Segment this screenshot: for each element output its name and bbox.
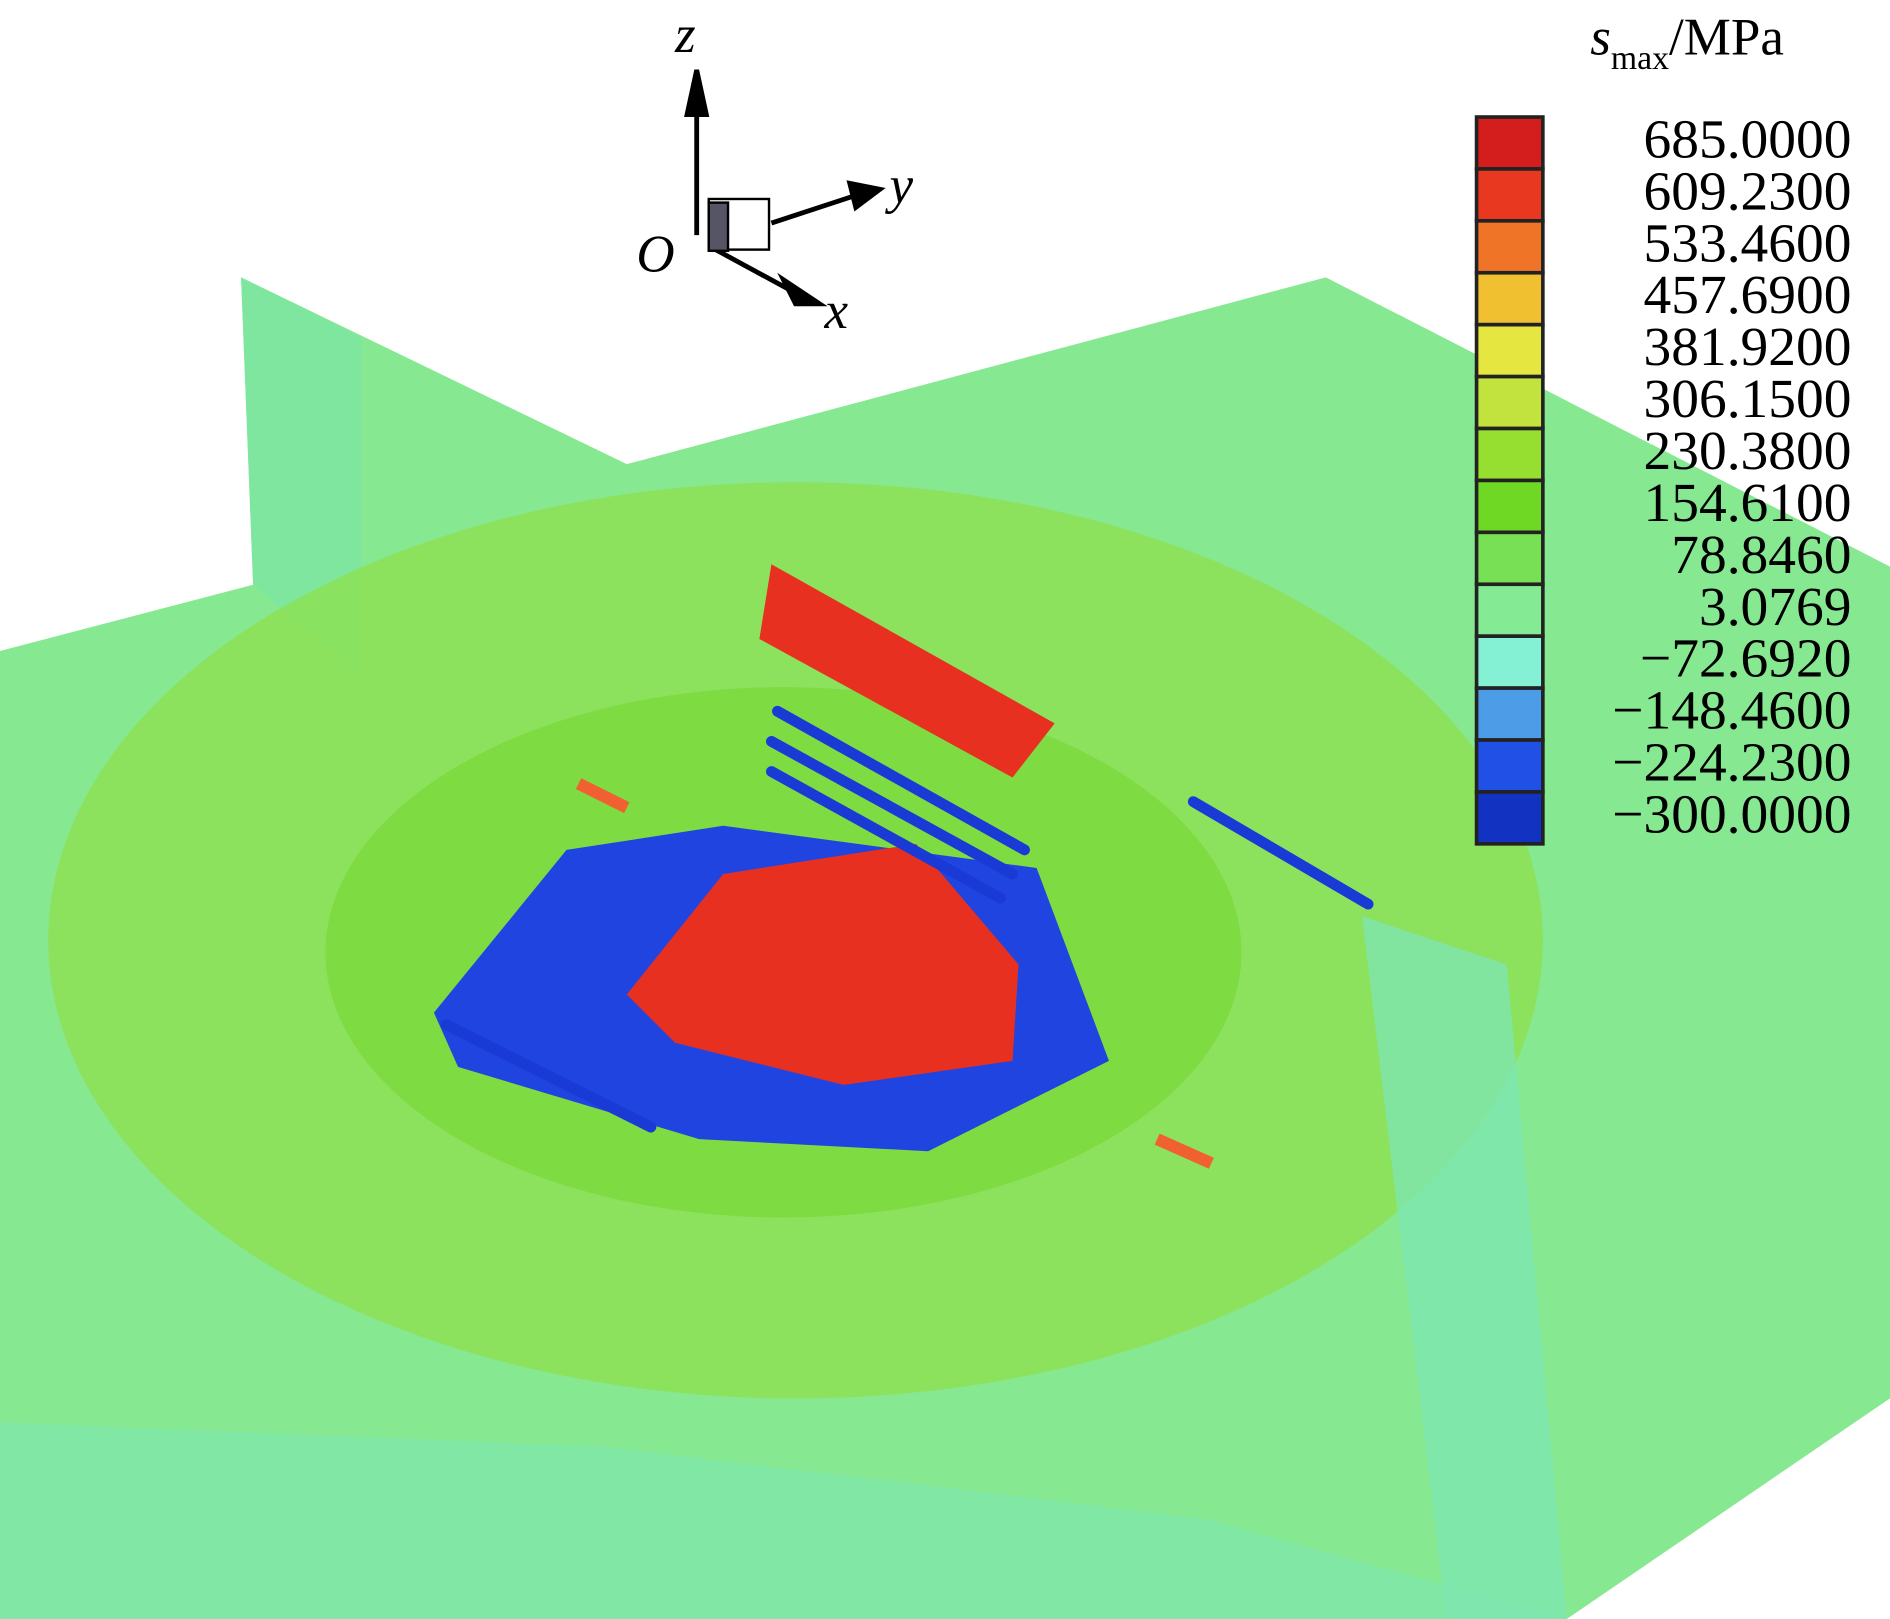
bar	[1187, 796, 1374, 910]
level-label: −72.6920	[1640, 628, 1851, 689]
color-band	[1474, 790, 1545, 846]
level-label: 230.3800	[1644, 420, 1852, 481]
color-band	[1474, 582, 1545, 638]
level-label: 609.2300	[1644, 160, 1852, 221]
bar	[440, 1019, 657, 1133]
level-label: −300.0000	[1612, 783, 1851, 844]
level-label: 457.6900	[1644, 264, 1852, 325]
color-band	[1474, 167, 1545, 223]
y-axis	[770, 193, 857, 226]
right-ridge	[1362, 916, 1567, 1619]
axis-triad	[684, 69, 886, 307]
level-label: 78.8460	[1671, 524, 1851, 585]
hot-spot	[575, 778, 630, 814]
color-band	[1474, 478, 1545, 535]
color-band	[1474, 738, 1545, 794]
arrow-head	[684, 69, 710, 118]
axis-label: O	[636, 225, 674, 283]
unit: /MPa	[1669, 8, 1784, 66]
level-label: 3.0769	[1699, 576, 1851, 637]
colorbar: 685.0000609.2300533.4600457.6900381.9200…	[1474, 108, 1852, 846]
color-band	[1474, 115, 1545, 171]
x-axis	[710, 245, 797, 296]
level-label: −224.2300	[1612, 732, 1851, 793]
compression-bars	[440, 705, 1374, 1133]
color-band	[1474, 634, 1545, 690]
bar	[772, 705, 1030, 856]
axis-label: z	[674, 6, 696, 64]
scene	[0, 277, 1890, 1619]
level-label: 306.1500	[1644, 368, 1852, 429]
bar	[766, 766, 1006, 904]
wall-face	[241, 277, 362, 676]
symbol: s	[1590, 8, 1611, 66]
color-band	[1474, 270, 1545, 327]
hot-spot	[1154, 1133, 1214, 1169]
color-band	[1474, 530, 1545, 587]
tension-zone	[626, 843, 1019, 1085]
bar	[766, 735, 1018, 880]
color-band	[1474, 426, 1545, 483]
lower-band	[0, 1422, 1567, 1619]
color-band	[1474, 686, 1545, 742]
color-band	[1474, 322, 1545, 379]
cube-side	[707, 201, 730, 253]
level-label: 685.0000	[1644, 108, 1852, 169]
tension-slab	[759, 564, 1055, 778]
axis-label: y	[885, 157, 914, 215]
level-label: 381.9200	[1644, 316, 1852, 377]
color-band	[1474, 374, 1545, 431]
level-label: −148.4600	[1612, 680, 1851, 741]
axis-label: x	[823, 282, 848, 340]
level-label: 154.6100	[1644, 472, 1852, 533]
legend-title: smax/MPa	[1590, 8, 1784, 76]
arrow-head	[777, 272, 828, 307]
color-band	[1474, 219, 1545, 275]
arrow-head	[846, 180, 886, 212]
subscript: max	[1611, 40, 1669, 77]
level-label: 533.4600	[1644, 212, 1852, 273]
